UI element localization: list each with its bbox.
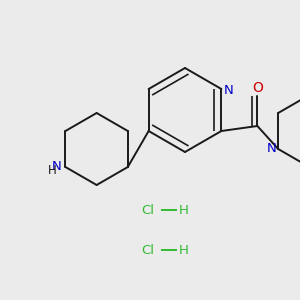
Text: H: H <box>179 203 189 217</box>
Text: Cl: Cl <box>142 244 154 256</box>
Text: H: H <box>179 244 189 256</box>
Text: O: O <box>252 81 263 95</box>
Text: N: N <box>224 85 233 98</box>
Text: N: N <box>52 160 61 172</box>
Text: H: H <box>48 164 57 178</box>
Text: Cl: Cl <box>142 203 154 217</box>
Text: N: N <box>266 142 276 154</box>
